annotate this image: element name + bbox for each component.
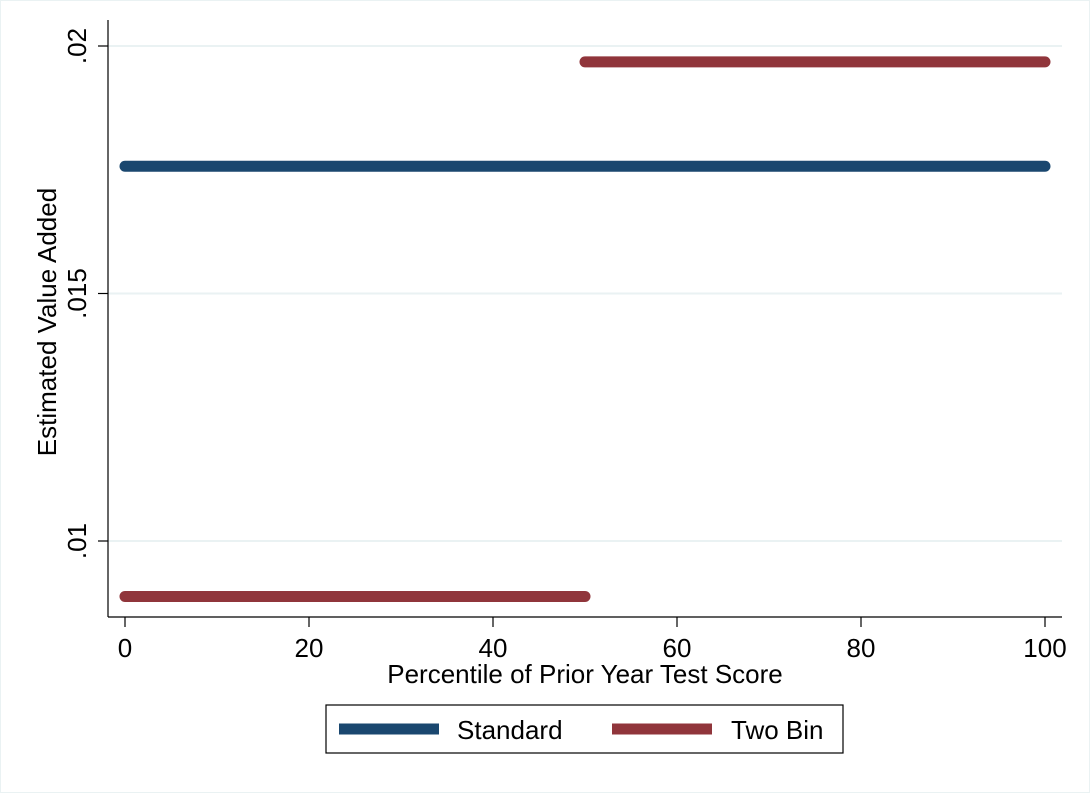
series-group (119, 56, 1051, 602)
x-tick-label-5: 100 (1023, 633, 1066, 663)
legend-label-standard: Standard (457, 715, 563, 745)
y-tick-label-0: .01 (62, 523, 92, 559)
x-tick-label-3: 60 (663, 633, 692, 663)
y-ticks: .01 .015 .02 (62, 28, 108, 559)
legend: Standard Two Bin (325, 704, 844, 754)
y-tick-label-2: .02 (62, 28, 92, 64)
y-tick-label-1: .015 (62, 268, 92, 319)
y-axis-title: Estimated Value Added (32, 188, 62, 456)
legend-label-two-bin: Two Bin (731, 715, 824, 745)
x-axis-title: Percentile of Prior Year Test Score (387, 659, 783, 689)
x-ticks: 0 20 40 60 80 100 (118, 617, 1067, 663)
x-tick-label-1: 20 (295, 633, 324, 663)
legend-box (325, 704, 844, 754)
x-tick-label-0: 0 (118, 633, 132, 663)
gridlines (108, 45, 1062, 542)
x-tick-label-2: 40 (479, 633, 508, 663)
x-tick-label-4: 80 (847, 633, 876, 663)
